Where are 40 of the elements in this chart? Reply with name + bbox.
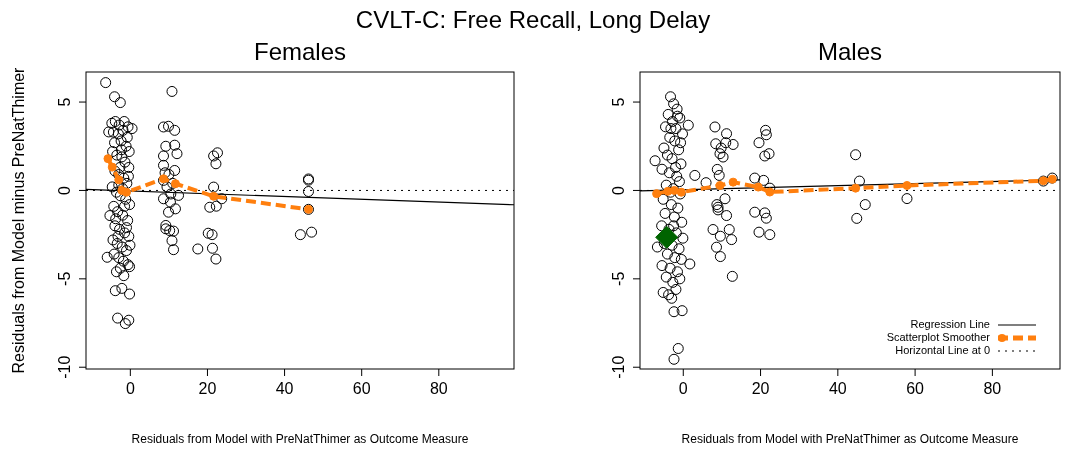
point bbox=[655, 225, 679, 249]
y-tick-label: -5 bbox=[56, 271, 73, 286]
x-tick-label: 60 bbox=[906, 380, 925, 397]
x-tick-label: 20 bbox=[198, 380, 217, 397]
chart-subtitle: Females bbox=[253, 38, 347, 65]
x-tick-label: 20 bbox=[751, 380, 770, 397]
x-tick-label: 80 bbox=[983, 380, 1002, 397]
point bbox=[728, 177, 738, 187]
y-tick-label: -5 bbox=[610, 271, 627, 286]
chart-subtitle: Males bbox=[817, 38, 883, 65]
y-tick-label: -10 bbox=[56, 355, 73, 379]
chart-title: CVLT-C: Free Recall, Long Delay bbox=[355, 6, 711, 33]
y-tick-label: 0 bbox=[610, 185, 627, 195]
point bbox=[652, 189, 662, 199]
point bbox=[715, 181, 725, 190]
x-tick-label: 0 bbox=[678, 380, 688, 397]
point bbox=[209, 191, 219, 201]
x-tick-label: 0 bbox=[125, 380, 135, 397]
point bbox=[902, 181, 912, 190]
legend-label: Horizontal Line at 0 bbox=[895, 343, 990, 356]
x-tick-label: 40 bbox=[828, 380, 847, 397]
x-axis-title: Residuals from Model with PreNatThimer as Outcome Measure bbox=[681, 432, 1019, 446]
legend-label: Regression Line bbox=[910, 317, 990, 330]
x-tick-label: 80 bbox=[429, 380, 448, 397]
point bbox=[753, 182, 763, 192]
point bbox=[107, 162, 117, 172]
y-tick-label: 5 bbox=[56, 97, 73, 107]
y-tick-label: -10 bbox=[610, 355, 627, 379]
point bbox=[851, 183, 861, 193]
legend-label: Scatterplot Smoother bbox=[886, 330, 991, 343]
point bbox=[103, 154, 113, 164]
y-tick-label: 5 bbox=[610, 97, 627, 107]
point bbox=[765, 187, 775, 197]
x-tick-label: 60 bbox=[352, 380, 371, 397]
point bbox=[114, 175, 124, 185]
y-axis-title: Residuals from Model minus PreNatThimer bbox=[10, 66, 27, 374]
y-tick-label: 0 bbox=[56, 185, 73, 195]
x-tick-label: 40 bbox=[275, 380, 294, 397]
x-axis-title: Residuals from Model with PreNatThimer as Outcome Measure bbox=[131, 432, 469, 446]
point bbox=[121, 187, 131, 197]
